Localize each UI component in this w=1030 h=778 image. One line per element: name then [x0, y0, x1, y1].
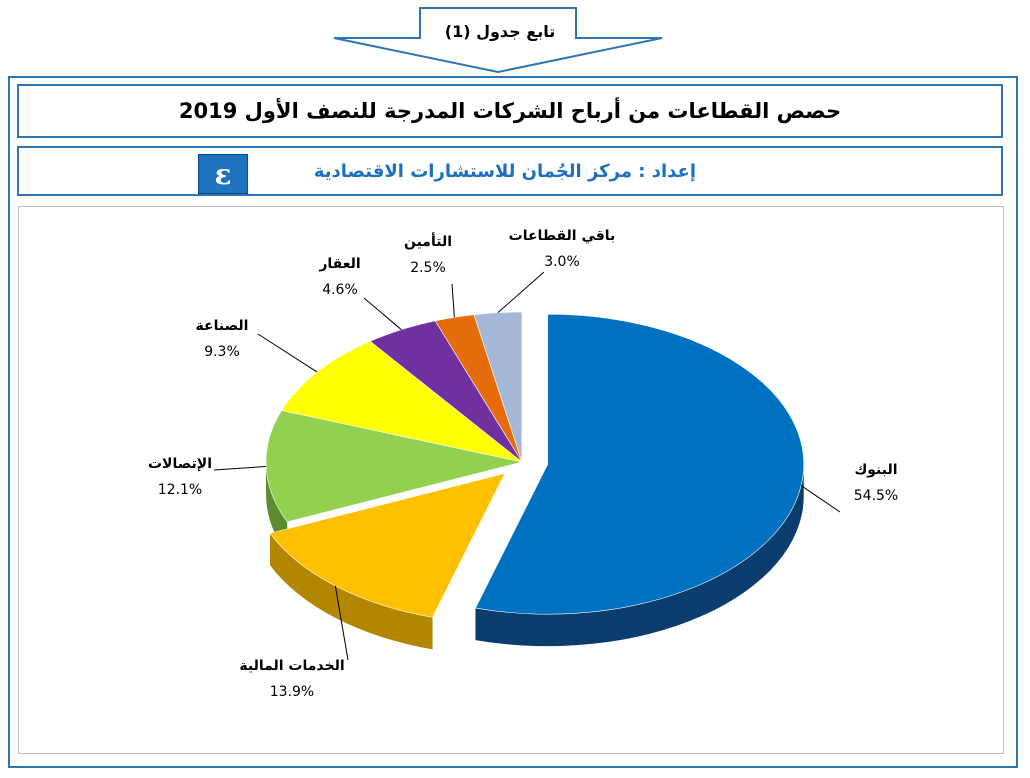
slice-label-industry: الصناعة: [196, 318, 249, 334]
pie-tops: [265, 311, 805, 618]
slice-financial-services: [269, 472, 506, 618]
leader-line-banks: [800, 485, 841, 513]
slice-labels: البنوك 54.5% الخدمات المالية 13.9% الإتصالات…: [148, 228, 898, 700]
slice-side-banks: [475, 464, 804, 647]
slice-value-industry: 9.3%: [204, 344, 240, 360]
slice-industry: [281, 340, 523, 463]
slice-label-telecom: الإتصالات: [148, 456, 212, 472]
continuation-label: تابع جدول (1): [444, 22, 556, 41]
leader-line-telecom: [213, 465, 267, 471]
slice-banks: [475, 313, 805, 615]
slice-label-insurance: التأمين: [404, 232, 452, 250]
slice-side-financial-services: [270, 533, 433, 650]
slice-label-financial-services: الخدمات المالية: [239, 658, 344, 674]
title-box: حصص القطاعات من أرباح الشركات المدرجة لل…: [17, 84, 1003, 138]
slice-value-real-estate: 4.6%: [322, 282, 358, 298]
slice-label-banks: البنوك: [854, 462, 897, 478]
slice-label-other-sectors: باقي القطاعات: [509, 228, 616, 244]
page-title: حصص القطاعات من أرباح الشركات المدرجة لل…: [178, 99, 842, 123]
leader-lines: [213, 271, 841, 661]
subtitle-box: إعداد : مركز الجُمان للاستشارات الاقتصاد…: [17, 146, 1003, 196]
slice-label-real-estate: العقار: [318, 256, 360, 272]
slice-value-telecom: 12.1%: [158, 482, 202, 498]
outer-frame: [8, 76, 1018, 768]
continuation-arrow-banner: [333, 7, 663, 74]
leader-line-industry: [257, 333, 318, 373]
slice-value-banks: 54.5%: [854, 488, 898, 504]
logo-glyph: ε: [214, 157, 232, 191]
leader-line-financial-services: [334, 585, 349, 661]
prepared-by-label: إعداد : مركز الجُمان للاستشارات الاقتصاد…: [313, 161, 696, 182]
slice-telecom: [265, 410, 523, 523]
chart-area: [18, 206, 1004, 754]
slice-value-other-sectors: 3.0%: [544, 254, 580, 270]
slice-value-insurance: 2.5%: [410, 260, 446, 276]
aljoman-logo-icon: ε: [198, 154, 248, 194]
leader-line-real-estate: [363, 297, 402, 331]
leader-line-insurance: [451, 283, 455, 318]
leader-line-other-sectors: [497, 271, 545, 314]
slice-value-financial-services: 13.9%: [270, 684, 314, 700]
